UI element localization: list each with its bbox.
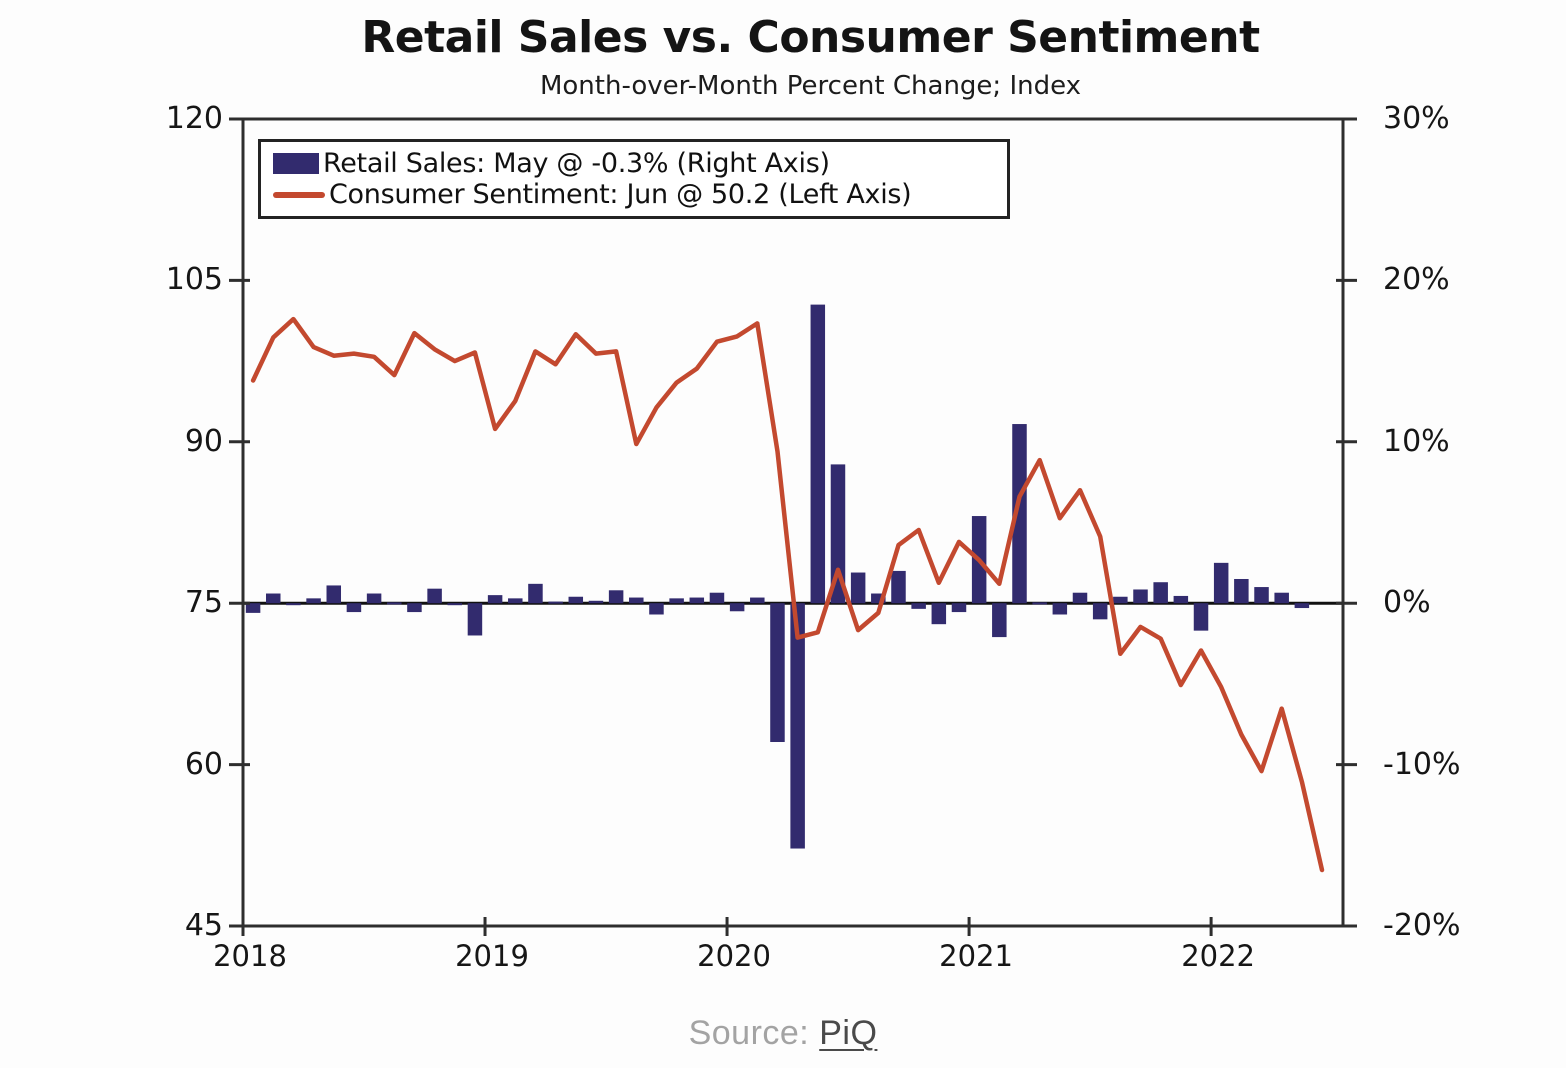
retail-sales-bar [911, 603, 926, 609]
retail-sales-bar [992, 603, 1007, 638]
retail-sales-bar [528, 583, 543, 604]
retail-sales-bar [366, 593, 382, 604]
retail-sales-bar [286, 603, 301, 606]
retail-sales-bar [1052, 603, 1068, 615]
retail-sales-bar [508, 598, 523, 604]
y-left-tick-label: 45 [184, 908, 223, 943]
retail-sales-bar [548, 601, 563, 604]
y-right-tick-label: 20% [1383, 262, 1450, 298]
legend-label-retail-sales: Retail Sales: May @ -0.3% (Right Axis) [323, 148, 830, 179]
x-tick-label: 2022 [1181, 939, 1255, 973]
y-right-tick-label: 30% [1383, 101, 1450, 136]
retail-sales-bar [830, 464, 846, 604]
retail-sales-bar [266, 593, 281, 604]
retail-sales-bar [1133, 589, 1148, 604]
retail-sales-bar [427, 588, 442, 604]
plot-border [241, 117, 1345, 928]
retail-sales-bar [729, 603, 745, 612]
legend-label-consumer-sentiment: Consumer Sentiment: Jun @ 50.2 (Left Axi… [329, 179, 912, 210]
y-right-tick-label: 10% [1383, 423, 1450, 459]
y-right-tick-label: -10% [1383, 746, 1461, 782]
retail-sales-bar [931, 603, 947, 625]
retail-sales-bar [951, 603, 967, 613]
y-left-tick-label: 60 [184, 746, 223, 782]
retail-sales-bar [649, 603, 664, 615]
retail-sales-bar [1234, 578, 1249, 604]
retail-sales-bar [1254, 587, 1269, 604]
retail-sales-bar [1153, 582, 1168, 604]
retail-sales-bar [1173, 595, 1189, 604]
retail-sales-bar [629, 597, 644, 604]
retail-sales-bar [1092, 603, 1108, 620]
legend-item-retail-sales: Retail Sales: May @ -0.3% (Right Axis) [273, 148, 997, 179]
retail-sales-bar-swatch-icon [273, 153, 319, 174]
retail-sales-bar [387, 602, 402, 605]
retail-sales-bar [306, 598, 321, 604]
source-row: Source: PiQ [0, 1014, 1566, 1053]
retail-sales-bar [1032, 602, 1047, 605]
retail-sales-bar [750, 597, 765, 604]
retail-sales-bar [850, 572, 866, 604]
retail-sales-bar [1113, 596, 1128, 604]
x-tick-label: 2019 [455, 939, 529, 973]
retail-sales-bar [689, 597, 705, 604]
retail-sales-bar [346, 603, 362, 613]
source-link[interactable]: PiQ [819, 1014, 878, 1052]
retail-sales-bar [709, 592, 725, 604]
y-left-tick-label: 90 [184, 423, 223, 459]
y-left-tick-label: 120 [165, 101, 223, 136]
retail-sales-bar [568, 596, 584, 604]
retail-sales-bar [891, 570, 906, 604]
retail-sales-bar [871, 593, 886, 604]
retail-sales-bar [608, 590, 624, 604]
chart-subtitle: Month-over-Month Percent Change; Index [539, 71, 1082, 101]
chart-title: Retail Sales vs. Consumer Sentiment [361, 12, 1260, 63]
source-label: Source: [688, 1014, 810, 1052]
retail-sales-bar [770, 603, 785, 743]
y-left-tick-label: 75 [184, 585, 223, 621]
retail-sales-bar [1213, 562, 1229, 604]
retail-sales-bar [790, 603, 805, 849]
consumer-sentiment-line-swatch-icon [273, 191, 325, 198]
retail-sales-bar [810, 304, 826, 604]
retail-sales-bar [326, 585, 342, 604]
legend: Retail Sales: May @ -0.3% (Right Axis) C… [258, 139, 1010, 219]
retail-sales-bar [245, 603, 261, 613]
retail-sales-bar [487, 595, 503, 604]
y-right-tick-label: -20% [1383, 908, 1461, 943]
x-tick-label: 2018 [213, 939, 287, 973]
retail-sales-bar [1072, 592, 1088, 604]
x-tick-label: 2020 [697, 939, 771, 973]
consumer-sentiment-line [250, 316, 1325, 873]
retail-sales-bar [407, 603, 422, 613]
retail-sales-bar [669, 598, 684, 604]
y-right-tick-label: 0% [1383, 585, 1431, 621]
retail-sales-bar [447, 603, 463, 606]
retail-sales-bar [1012, 424, 1027, 604]
x-tick-label: 2021 [939, 939, 1013, 973]
retail-sales-bar [1274, 592, 1289, 604]
retail-sales-bar [467, 603, 483, 636]
y-left-tick-label: 105 [165, 262, 223, 298]
legend-item-consumer-sentiment: Consumer Sentiment: Jun @ 50.2 (Left Axi… [273, 179, 997, 210]
retail-sales-bar [1294, 603, 1310, 609]
retail-sales-bar [1193, 603, 1209, 631]
retail-sales-bar [588, 600, 604, 604]
